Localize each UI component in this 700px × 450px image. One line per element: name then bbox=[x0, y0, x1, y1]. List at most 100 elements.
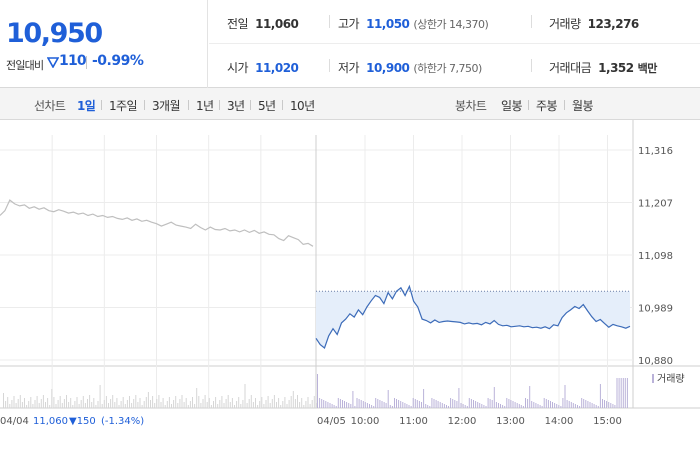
volume-bar bbox=[229, 402, 231, 408]
volume-bar bbox=[450, 398, 452, 408]
volume-bar bbox=[406, 404, 408, 408]
volume-bar bbox=[441, 403, 443, 408]
volume-bar bbox=[114, 402, 116, 408]
chart-period-tabs: 선차트 1일 1주일 3개월 1년 3년 5년 10년 봉차트 일봉 주봉 월봉 bbox=[0, 88, 700, 120]
volume-bar bbox=[331, 404, 333, 408]
volume-bar bbox=[7, 397, 9, 408]
tab-1week[interactable]: 1주일 bbox=[109, 99, 138, 113]
volume-bar bbox=[313, 396, 315, 408]
volume-bar bbox=[196, 388, 198, 408]
volume-bar bbox=[34, 400, 36, 408]
volume-bar bbox=[500, 404, 501, 408]
tab-daily-candle[interactable]: 일봉 bbox=[501, 99, 522, 113]
volume-bar bbox=[204, 395, 206, 408]
tab-weekly-candle[interactable]: 주봉 bbox=[536, 99, 557, 113]
volume-bar bbox=[305, 401, 307, 408]
volume-bar bbox=[466, 406, 468, 408]
volume-bar bbox=[418, 401, 420, 408]
tab-monthly-candle[interactable]: 월봉 bbox=[572, 99, 593, 113]
volume-bar bbox=[95, 405, 97, 408]
volume-bar bbox=[315, 403, 317, 408]
volume-bar bbox=[556, 404, 558, 408]
volume-bar bbox=[168, 397, 170, 408]
volume-bar bbox=[192, 397, 193, 408]
tab-3year[interactable]: 3년 bbox=[227, 99, 245, 113]
volume-bar bbox=[502, 405, 504, 408]
volume-bar bbox=[468, 398, 470, 408]
tab-1year[interactable]: 1년 bbox=[196, 99, 214, 113]
divider bbox=[329, 15, 330, 28]
volume-bar bbox=[120, 401, 122, 408]
volume-bar bbox=[87, 399, 88, 408]
volume-bar bbox=[589, 402, 591, 408]
today-date-label: 04/05 bbox=[317, 416, 346, 427]
volume-bar bbox=[602, 399, 603, 408]
tab-1day[interactable]: 1일 bbox=[77, 99, 96, 113]
volume-bar bbox=[198, 396, 200, 408]
volume-bar bbox=[103, 400, 105, 408]
volume-bar bbox=[352, 391, 354, 408]
volume-bar bbox=[82, 396, 84, 408]
tab-10year[interactable]: 10년 bbox=[290, 99, 315, 113]
volume-bar bbox=[162, 398, 164, 408]
volume-bar bbox=[577, 405, 578, 408]
volume-bar bbox=[257, 405, 259, 408]
volume-bar bbox=[522, 406, 524, 408]
prev-day-date-label: 04/04 bbox=[0, 416, 29, 427]
volume-bar bbox=[234, 405, 235, 408]
volume-bar bbox=[15, 403, 17, 408]
volume-bar bbox=[238, 397, 240, 408]
volume-bar bbox=[456, 401, 458, 408]
volume-bar bbox=[124, 404, 126, 408]
volume-bar bbox=[373, 406, 375, 408]
prev-day-change-label: ▼150 bbox=[69, 416, 96, 427]
volume-bar bbox=[624, 378, 626, 408]
volume-bar bbox=[292, 391, 294, 408]
volume-bar bbox=[158, 395, 160, 408]
tab-3months[interactable]: 3개월 bbox=[152, 99, 181, 113]
volume-bar bbox=[59, 396, 61, 408]
volume-bar bbox=[24, 398, 25, 408]
volume-bar bbox=[164, 405, 166, 408]
volume-bar bbox=[498, 403, 499, 408]
volume-bar bbox=[558, 405, 560, 408]
volume-bar bbox=[30, 397, 32, 408]
volume-bar bbox=[606, 401, 608, 408]
volume-bar bbox=[622, 378, 624, 408]
volume-bar bbox=[26, 405, 28, 408]
volume-bar bbox=[379, 400, 381, 408]
volume-bar bbox=[217, 404, 219, 408]
volume-bar bbox=[183, 402, 185, 408]
volume-bar bbox=[616, 378, 618, 408]
volume-bar bbox=[572, 403, 574, 408]
volume-bar bbox=[51, 389, 53, 408]
volume-bar bbox=[202, 399, 204, 408]
volume-bar bbox=[400, 401, 402, 408]
volume-bar bbox=[433, 399, 435, 408]
volume-bar bbox=[145, 397, 147, 408]
volume-bar bbox=[402, 402, 404, 408]
volume-bar bbox=[118, 405, 120, 408]
volume-bar bbox=[307, 397, 309, 408]
volume-bar bbox=[244, 384, 246, 408]
volume-bar bbox=[550, 401, 551, 408]
volume-value: 123,276 bbox=[587, 17, 640, 31]
intraday-price-chart: 11,316 11,207 11,098 10,989 10,880 거래량 04/04 11… bbox=[0, 120, 700, 427]
tab-divider bbox=[144, 100, 145, 110]
volume-bar bbox=[583, 399, 585, 408]
volume-bar bbox=[61, 403, 63, 408]
tab-5year[interactable]: 5년 bbox=[258, 99, 276, 113]
amount-value: 1,352 bbox=[598, 61, 634, 75]
volume-bar bbox=[473, 400, 474, 408]
volume-bar bbox=[431, 398, 433, 408]
volume-legend-label: 거래량 bbox=[657, 373, 685, 385]
volume-bar bbox=[375, 398, 377, 408]
volume-bar bbox=[346, 402, 348, 408]
volume-bar bbox=[547, 400, 549, 408]
volume-bar bbox=[412, 398, 414, 408]
volume-bar bbox=[545, 399, 547, 408]
volume-bar bbox=[514, 402, 516, 408]
prev-day-close-label: 11,060 bbox=[33, 416, 68, 427]
volume-bar bbox=[525, 398, 526, 408]
volume-bar bbox=[350, 404, 352, 408]
